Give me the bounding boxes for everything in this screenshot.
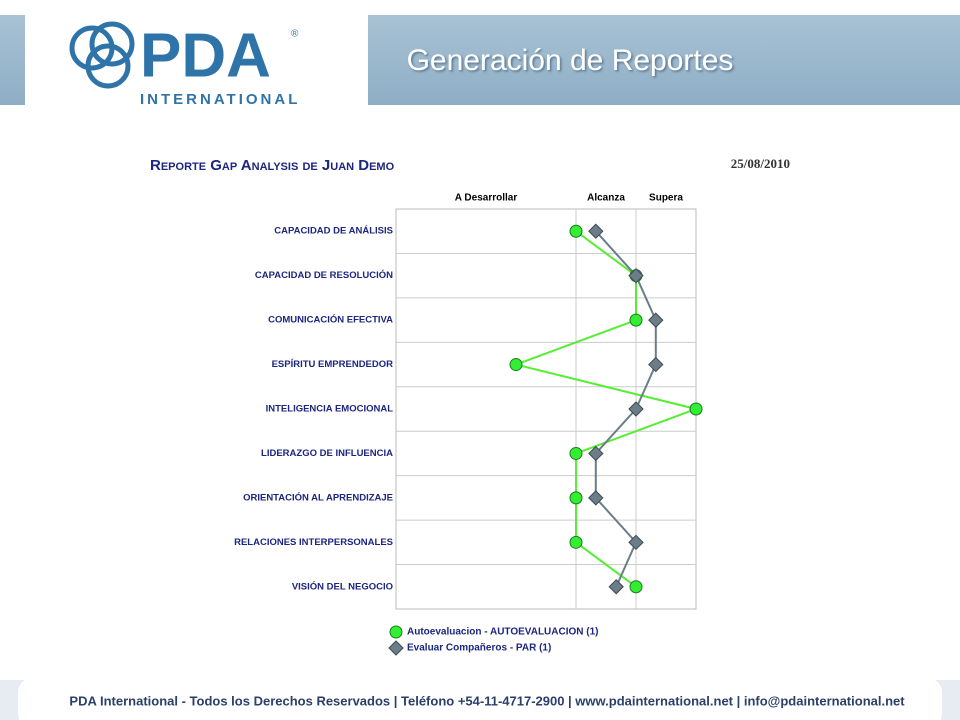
logo-text: PDA <box>140 21 271 90</box>
point <box>569 535 583 549</box>
plot-area <box>395 208 697 610</box>
category-label: ESPÍRITU EMPRENDEDOR <box>272 359 394 370</box>
footer-panel <box>18 678 942 720</box>
report-title: Reporte Gap Analysis de Juan Demo <box>150 157 395 174</box>
point <box>628 267 644 284</box>
point <box>648 312 664 328</box>
logo-subtitle: INTERNATIONAL <box>140 91 300 108</box>
category-label: CAPACIDAD DE ANÁLISIS <box>274 226 393 237</box>
band-label: A Desarrollar <box>455 193 518 204</box>
point <box>588 445 604 462</box>
point <box>629 580 643 594</box>
category-label: INTELIGENCIA EMOCIONAL <box>266 404 394 415</box>
category-label: COMUNICACIÓN EFECTIVA <box>268 314 393 326</box>
legend-marker <box>389 625 403 639</box>
point <box>648 356 664 373</box>
point <box>569 446 583 460</box>
logo-mark: ® <box>291 29 299 40</box>
legend-label: Evaluar Compañeros - PAR (1) <box>407 643 551 654</box>
band-label: Supera <box>649 193 683 204</box>
category-label: CAPACIDAD DE RESOLUCIÓN <box>255 269 393 281</box>
category-label: ORIENTACIÓN AL APRENDIZAJE <box>243 491 393 503</box>
report-date: 25/08/2010 <box>731 156 790 171</box>
point <box>608 579 624 595</box>
legend-marker <box>388 640 404 656</box>
logo-panel <box>25 0 368 135</box>
category-label: RELACIONES INTERPERSONALES <box>234 537 393 548</box>
band-label: Alcanza <box>587 193 625 204</box>
point <box>689 402 703 416</box>
category-label: VISIÓN DEL NEGOCIO <box>292 580 393 592</box>
footer-text: PDA International - Todos los Derechos R… <box>69 693 905 708</box>
point <box>629 313 643 327</box>
point <box>569 224 583 238</box>
point <box>628 401 644 417</box>
point <box>588 223 604 239</box>
point <box>588 490 604 506</box>
logo-icon <box>69 21 135 89</box>
point <box>509 358 523 372</box>
category-label: LIDERAZGO DE INFLUENCIA <box>261 448 393 459</box>
page-title: Generación de Reportes <box>407 44 734 77</box>
point <box>628 534 644 551</box>
legend-label: Autoevaluacion - AUTOEVALUACION (1) <box>407 627 599 638</box>
point <box>569 491 583 505</box>
